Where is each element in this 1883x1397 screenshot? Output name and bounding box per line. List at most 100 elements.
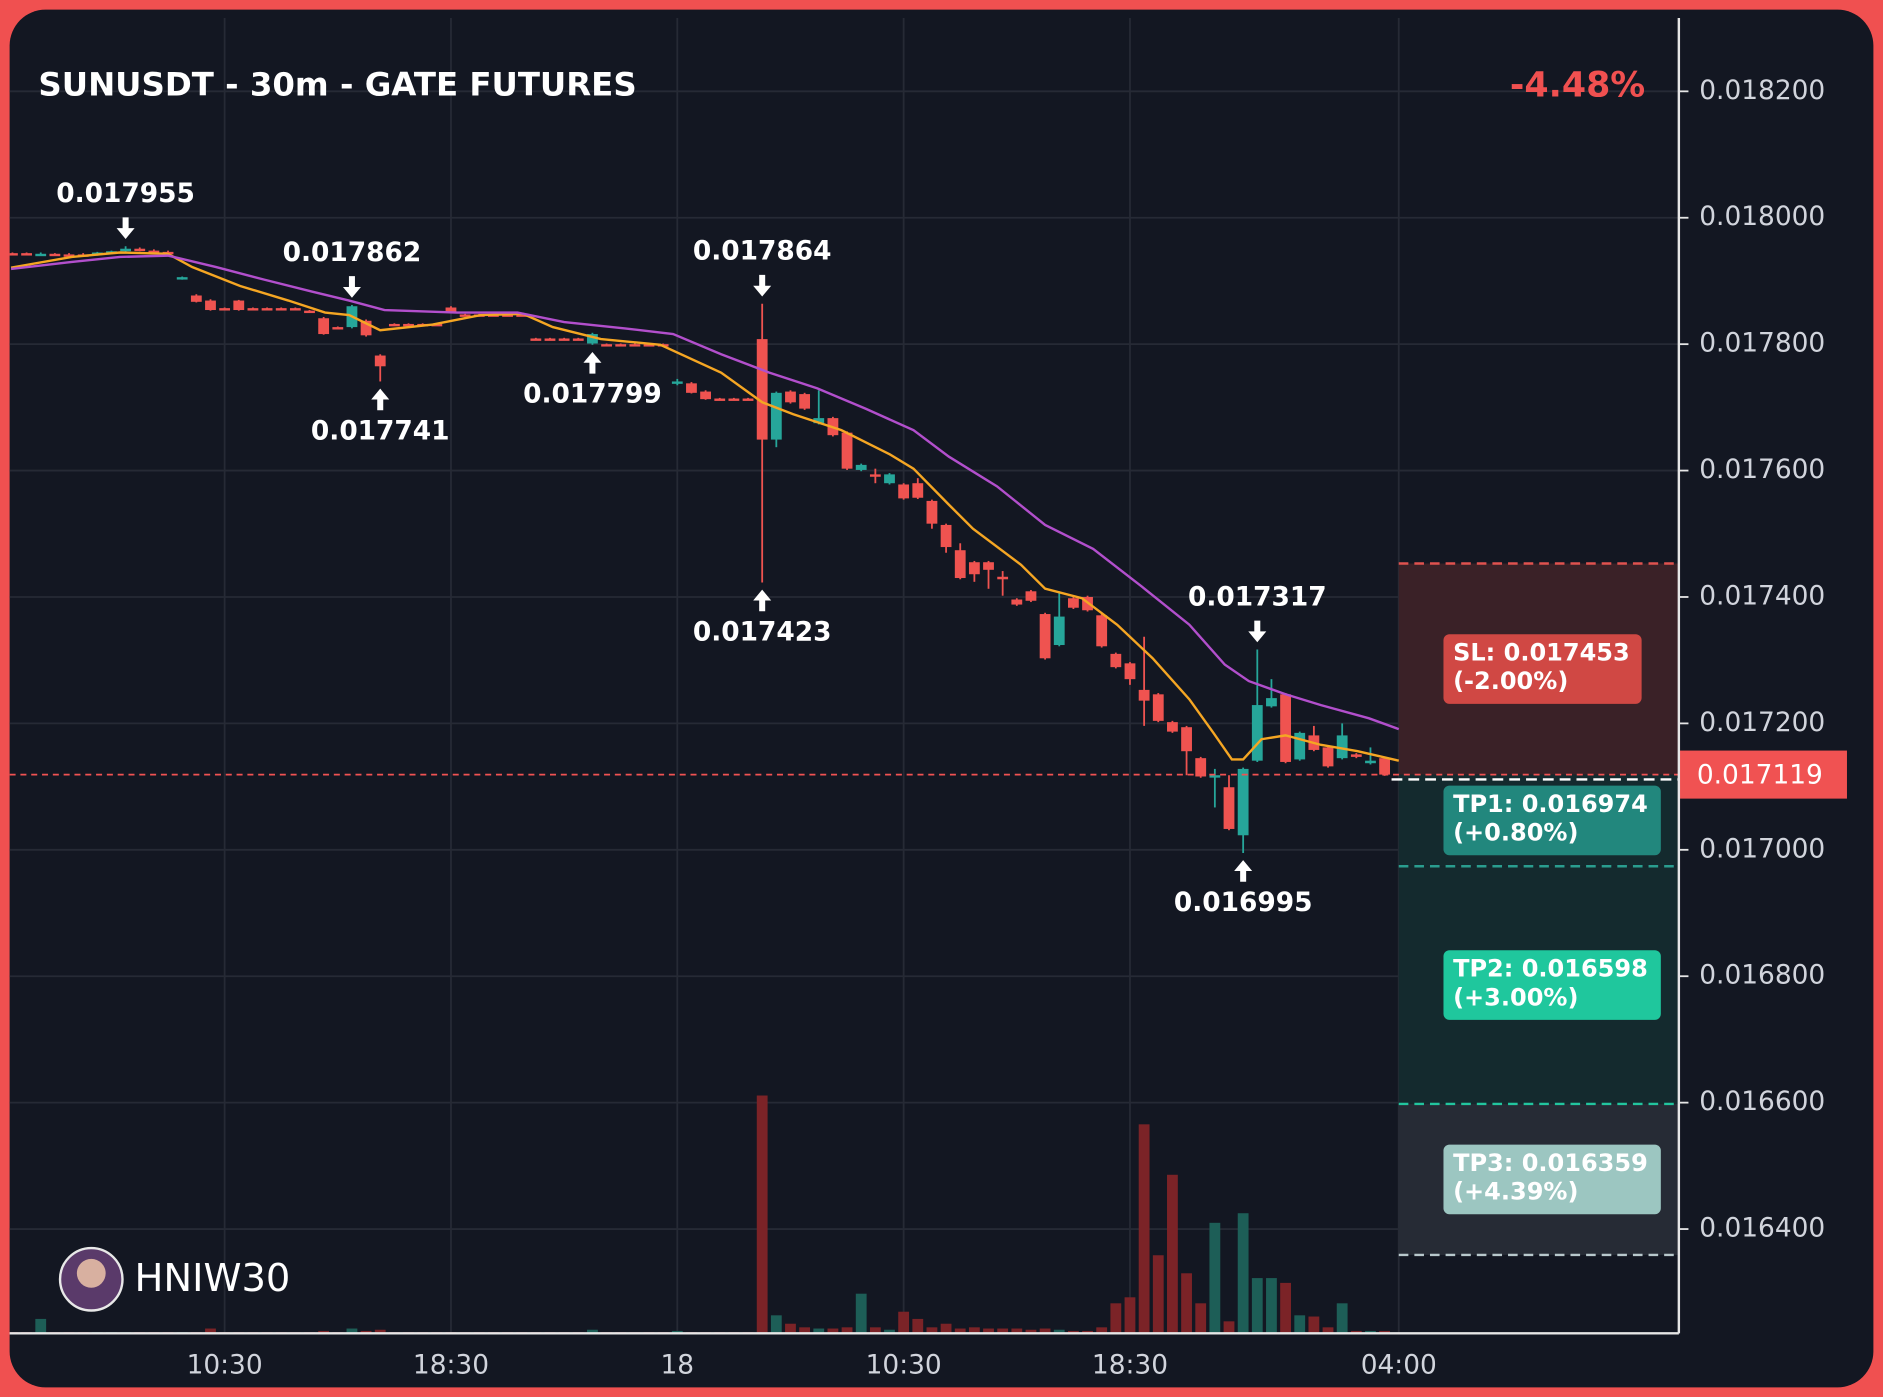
volume-bar <box>1124 1297 1136 1334</box>
candle-body <box>742 398 754 401</box>
candle-body <box>1379 758 1391 775</box>
volume-bar <box>1096 1327 1108 1334</box>
candle-body <box>516 314 528 317</box>
moving-average <box>10 251 1400 762</box>
candle-body <box>671 381 683 384</box>
candle-body <box>926 500 938 524</box>
volume-bar <box>940 1323 952 1334</box>
candle-body <box>983 562 994 570</box>
x-tick-label: 18:30 <box>413 1349 489 1380</box>
price-tag <box>1678 750 1847 799</box>
candle-body <box>1237 768 1249 836</box>
candle-body <box>968 562 980 575</box>
candle-body <box>219 308 231 311</box>
candle-body <box>940 524 952 548</box>
y-tick-label: 0.017000 <box>1699 833 1825 864</box>
volume-bar <box>1181 1273 1192 1334</box>
level-pct: (+0.80%) <box>1453 819 1578 847</box>
volume-bar <box>756 1095 768 1334</box>
candle-body <box>431 323 443 327</box>
candle-body <box>1138 689 1150 701</box>
volume-bar <box>1011 1328 1023 1334</box>
volume-bar <box>587 1329 598 1334</box>
candle-body <box>869 474 881 477</box>
candle-body <box>841 432 853 469</box>
candle-body <box>756 339 768 440</box>
candle-body <box>728 398 740 401</box>
candle-body <box>1039 614 1051 659</box>
candle-body <box>49 253 61 257</box>
y-tick-label: 0.016400 <box>1699 1213 1825 1244</box>
candle-body <box>1096 615 1108 647</box>
annotation-label: 0.016995 <box>1174 887 1313 918</box>
volume-bar <box>1209 1222 1221 1334</box>
annotation-label: 0.017317 <box>1188 581 1327 612</box>
candle-body <box>247 308 259 311</box>
candle-body <box>318 318 330 335</box>
volume-bar <box>1266 1278 1277 1334</box>
candle-body <box>1067 598 1079 608</box>
candle-body <box>629 344 641 347</box>
volume-bar <box>1223 1321 1235 1334</box>
volume-bar <box>912 1318 924 1334</box>
candle-body <box>1152 694 1164 721</box>
candle-body <box>35 253 47 257</box>
volume-bar <box>884 1329 895 1334</box>
moving-average <box>10 254 1400 731</box>
volume-bar <box>813 1328 825 1334</box>
candle-body <box>459 314 471 317</box>
candle-body <box>530 338 542 341</box>
candle-body <box>1294 732 1306 760</box>
candle-body <box>1322 747 1334 767</box>
change: -4.48% <box>1510 65 1645 105</box>
candle-body <box>572 338 584 341</box>
candle-body <box>1053 616 1065 646</box>
candle-body <box>1167 722 1178 732</box>
level-pct: (-2.00%) <box>1453 667 1568 695</box>
volume-bar <box>1251 1278 1263 1334</box>
level-label: SL: 0.017453 <box>1453 638 1630 666</box>
avatar-face <box>76 1258 106 1288</box>
annotation-label: 0.017423 <box>693 616 832 647</box>
candle-body <box>1223 787 1235 829</box>
volume-bar <box>1025 1329 1037 1334</box>
candle-body <box>813 418 825 424</box>
annotation-label: 0.017862 <box>283 237 422 268</box>
candle-body <box>63 254 75 257</box>
level-label: TP1: 0.016974 <box>1453 790 1648 818</box>
annotation-arrow <box>753 274 772 297</box>
candle-body <box>148 250 160 254</box>
volume-bar <box>898 1311 910 1334</box>
candle-body <box>1195 758 1207 777</box>
candle-body <box>785 391 796 403</box>
level-badge <box>1443 950 1661 1020</box>
volume-bar <box>1152 1255 1164 1334</box>
volume-bar <box>770 1315 782 1334</box>
volume-bar <box>785 1323 796 1334</box>
candle-body <box>261 308 273 311</box>
candle-body <box>403 323 414 327</box>
x-tick-label: 10:30 <box>187 1349 263 1380</box>
annotation-arrow <box>371 388 390 411</box>
volume-bar <box>1280 1282 1291 1334</box>
candle-body <box>1350 754 1362 757</box>
chart-title: SUNUSDT - 30m - GATE FUTURES <box>38 65 636 103</box>
candle-body <box>289 308 301 311</box>
candle-body <box>1280 694 1291 762</box>
candle-body <box>233 300 245 311</box>
annotation-arrow <box>1248 620 1267 643</box>
candle-body <box>134 248 146 252</box>
candle-body <box>176 277 188 280</box>
candle-body <box>445 307 457 313</box>
plot <box>9 246 1679 1334</box>
level-label: TP3: 0.016359 <box>1453 1149 1648 1177</box>
candle-body <box>304 310 315 314</box>
y-tick-label: 0.017600 <box>1699 454 1825 485</box>
y-tick-label: 0.018000 <box>1699 201 1825 232</box>
candle-body <box>1266 698 1277 707</box>
watermark: HNIW30 <box>135 1256 291 1301</box>
candle-body <box>21 253 32 256</box>
candle-body <box>1365 760 1376 764</box>
volume-bar <box>1039 1328 1051 1334</box>
